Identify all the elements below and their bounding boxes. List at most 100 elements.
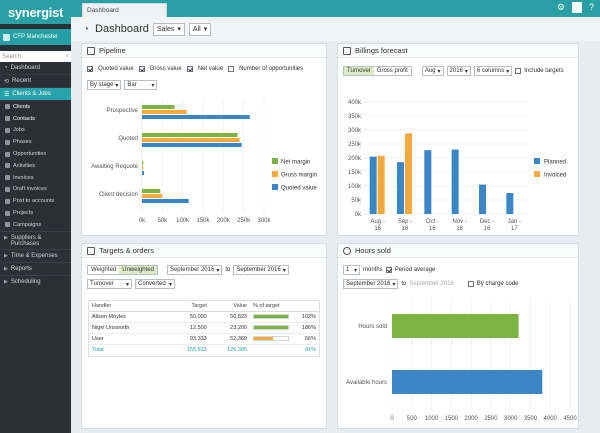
x-tick-label: Jan - bbox=[508, 219, 521, 225]
toggle-turnover[interactable]: Turnover bbox=[344, 67, 374, 75]
sidebar-item-invoices[interactable]: Invoices bbox=[0, 172, 71, 184]
targets-table-wrap: Handler Target Value % of target Alison … bbox=[88, 300, 320, 357]
sidebar-item-label: Draft invoices bbox=[13, 186, 47, 193]
bar-quoted-value[interactable] bbox=[142, 171, 145, 175]
billings-panel: Billings forecast Turnover Gross profit … bbox=[337, 43, 579, 236]
tab-dashboard[interactable]: Dashboard bbox=[82, 3, 167, 17]
col-pct[interactable]: % of target bbox=[250, 301, 319, 312]
table-row[interactable]: Nigel Unsworth 12,500 23,200 186% bbox=[89, 322, 319, 334]
sidebar-item-jobs[interactable]: Jobs bbox=[0, 125, 71, 137]
help-icon[interactable]: ? bbox=[588, 2, 594, 12]
hours-from-select[interactable]: September 2016 ▾ bbox=[343, 279, 399, 289]
bar-planned[interactable] bbox=[369, 156, 377, 214]
progress-bar bbox=[253, 314, 289, 320]
toggle-unweighted[interactable]: Unweighted bbox=[119, 266, 157, 274]
bar-planned[interactable] bbox=[397, 162, 404, 214]
sidebar-group-suppliers-purchases[interactable]: ▶ Suppliers & Purchases bbox=[0, 230, 71, 249]
cell-handler: User bbox=[89, 333, 170, 345]
sidebar-item-phases[interactable]: Phases bbox=[0, 136, 71, 148]
sidebar-item-clients[interactable]: Clients bbox=[0, 101, 71, 113]
caret-icon: ▾ bbox=[115, 82, 119, 89]
col-value[interactable]: Value bbox=[209, 301, 250, 312]
bar-planned[interactable] bbox=[424, 150, 432, 214]
status-select[interactable]: Converted ▾ bbox=[135, 279, 175, 289]
year-select[interactable]: 2016 ▾ bbox=[446, 66, 471, 76]
bar-planned[interactable] bbox=[479, 184, 486, 214]
filter-dropdown[interactable]: All ▾ bbox=[188, 22, 212, 36]
sidebar-item-recent[interactable]: ⟲ Recent bbox=[0, 75, 71, 88]
period-average-checkbox[interactable] bbox=[385, 267, 392, 273]
billings-toggle[interactable]: Turnover Gross profit bbox=[343, 66, 412, 76]
bar-hours-sold[interactable] bbox=[392, 314, 519, 338]
pipeline-chart: 0k 50k 100k 150k 200k 250k 300k Prospective Quot… bbox=[91, 100, 317, 224]
weighted-toggle[interactable]: Weighted Unweighted bbox=[87, 265, 158, 275]
context-selector[interactable]: CFP Manchester bbox=[0, 29, 71, 45]
net-value-label: Net value bbox=[197, 66, 224, 72]
bar-quoted-value[interactable] bbox=[142, 199, 189, 203]
month-select[interactable]: Aug ▾ bbox=[421, 66, 444, 76]
legend-swatch bbox=[272, 184, 278, 190]
sidebar-section-clients-jobs[interactable]: ☰ Clients & Jobs bbox=[0, 88, 71, 101]
sidebar-group-label: Scheduling bbox=[10, 278, 41, 285]
sidebar-item-opportunities[interactable]: Opportunities bbox=[0, 148, 71, 160]
months-value: 1 bbox=[346, 267, 350, 273]
bar-gross-margin[interactable] bbox=[142, 138, 240, 142]
charge-code-checkbox[interactable] bbox=[467, 281, 474, 287]
view-dropdown[interactable]: Sales ▾ bbox=[152, 22, 185, 36]
sidebar-item-activities[interactable]: Activities bbox=[0, 160, 71, 172]
to-month-select[interactable]: September 2016 ▾ bbox=[233, 265, 289, 275]
x-tick-label: 100k bbox=[176, 218, 190, 224]
bar-net-margin[interactable] bbox=[142, 105, 175, 109]
sidebar-item-dashboard[interactable]: ◔ Dashboard bbox=[0, 62, 71, 75]
bar-invoiced[interactable] bbox=[405, 133, 412, 214]
sidebar-item-projects[interactable]: Projects bbox=[0, 207, 71, 219]
page-title: Dashboard bbox=[95, 23, 149, 35]
legend-swatch bbox=[272, 158, 278, 164]
measure-select[interactable]: Turnover ▾ bbox=[87, 279, 132, 289]
x-tick-label: 300k bbox=[257, 218, 271, 224]
chart-kind-select[interactable]: Bar ▾ bbox=[124, 80, 158, 90]
sidebar-group-reports[interactable]: ▶ Reports bbox=[0, 261, 71, 275]
quoted-value-checkbox[interactable] bbox=[87, 66, 93, 72]
from-month-select[interactable]: September 2016 ▾ bbox=[166, 265, 223, 275]
expand-arrow-icon: ▶ bbox=[4, 278, 8, 285]
col-handler[interactable]: Handler bbox=[89, 301, 170, 312]
sidebar-item-contacts[interactable]: Contacts bbox=[0, 113, 71, 125]
bar-gross-margin[interactable] bbox=[142, 194, 163, 198]
sidebar-item-post-to-accounts[interactable]: Post to accounts bbox=[0, 195, 71, 207]
columns-select[interactable]: 6 columns ▾ bbox=[473, 66, 513, 76]
months-select[interactable]: 1 ▾ bbox=[343, 265, 360, 275]
sidebar-item-draft-invoices[interactable]: Draft invoices bbox=[0, 184, 71, 196]
sidebar-group-scheduling[interactable]: ▶ Scheduling bbox=[0, 274, 71, 288]
bar-gross-margin[interactable] bbox=[142, 110, 187, 114]
hours-to-value[interactable]: September 2016 bbox=[409, 281, 454, 287]
include-targets-checkbox[interactable] bbox=[515, 68, 522, 74]
group-by-select[interactable]: By stage ▾ bbox=[87, 80, 122, 90]
table-row[interactable]: Alison Moyles 50,000 50,823 102% bbox=[89, 311, 319, 323]
toggle-gross-profit[interactable]: Gross profit bbox=[376, 68, 408, 74]
bar-gross-margin[interactable] bbox=[142, 166, 144, 170]
bar-net-margin[interactable] bbox=[142, 133, 238, 137]
sidebar-group-time-expenses[interactable]: ▶ Time & Expenses bbox=[0, 248, 71, 262]
number-of-opportunities-label: Number of opportunities bbox=[239, 66, 304, 72]
user-avatar-icon[interactable] bbox=[571, 2, 582, 13]
bar-net-margin[interactable] bbox=[142, 161, 144, 165]
bar-net-margin[interactable] bbox=[142, 189, 161, 193]
bar-quoted-value[interactable] bbox=[142, 115, 250, 119]
bar-available-hours[interactable] bbox=[392, 370, 543, 394]
net-value-checkbox[interactable] bbox=[186, 66, 193, 72]
opportunities-icon bbox=[5, 151, 10, 157]
gear-icon[interactable]: ⚙ bbox=[556, 2, 565, 12]
search-input[interactable]: Search ⌕ bbox=[0, 51, 71, 62]
number-of-opportunities-checkbox[interactable] bbox=[228, 66, 235, 72]
bar-invoiced[interactable] bbox=[377, 155, 385, 214]
bar-quoted-value[interactable] bbox=[142, 143, 242, 147]
toggle-weighted[interactable]: Weighted bbox=[91, 267, 117, 273]
bar-planned[interactable] bbox=[451, 149, 459, 214]
sidebar-item-campaigns[interactable]: Campaigns bbox=[0, 219, 71, 231]
bar-planned[interactable] bbox=[506, 193, 514, 214]
col-target[interactable]: Target bbox=[169, 301, 210, 312]
gross-value-checkbox[interactable] bbox=[138, 66, 145, 72]
category-label: Awaiting Requote bbox=[91, 164, 139, 170]
table-row[interactable]: User 93,333 52,369 56% bbox=[89, 333, 319, 345]
